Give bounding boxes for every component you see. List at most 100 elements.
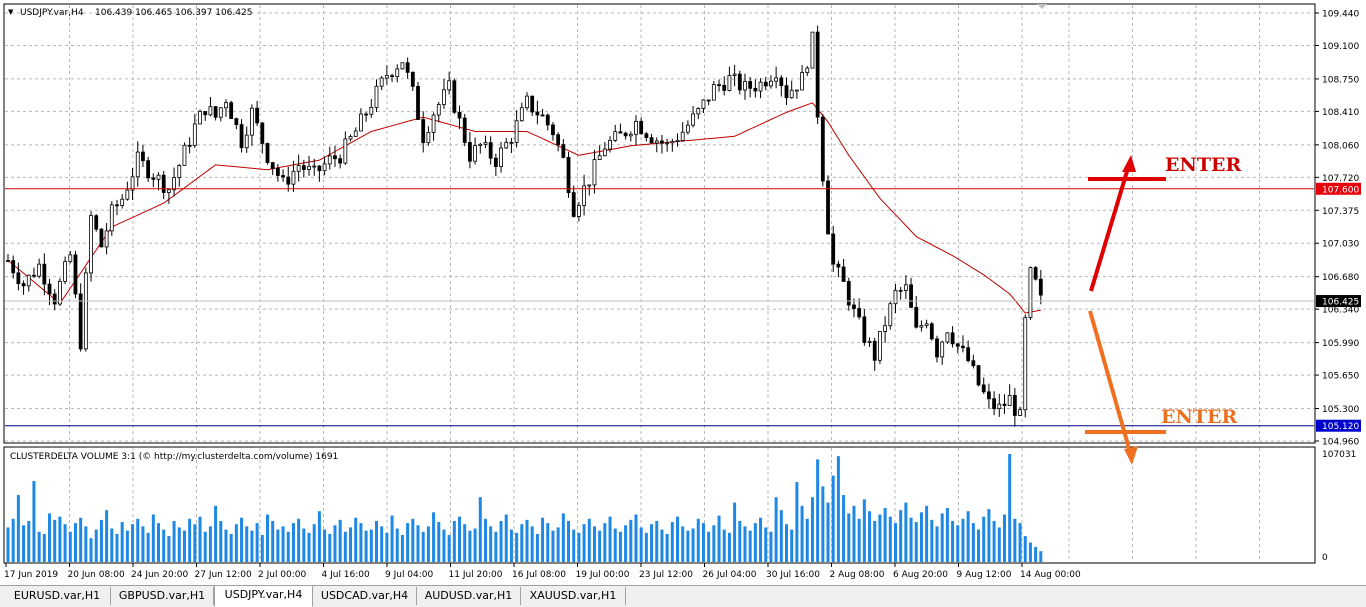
volume-bar — [961, 518, 965, 562]
volume-bar — [509, 529, 513, 562]
tab-gbpusd[interactable]: GBPUSD.var,H1 — [111, 587, 214, 605]
candle-body — [436, 104, 441, 116]
candle-body — [670, 141, 675, 144]
price-tick-label: 105.990 — [1322, 339, 1359, 349]
candle-body — [390, 75, 394, 77]
volume-bar — [390, 515, 394, 562]
candle-body — [826, 180, 830, 235]
current-price-badge — [1316, 295, 1361, 308]
time-tick-label: 26 Jul 04:00 — [703, 570, 757, 580]
volume-bar — [556, 527, 560, 562]
price-tick-label: 108.410 — [1322, 108, 1359, 118]
lower-level-badge-label: 105.120 — [1322, 422, 1359, 432]
candle-body — [462, 117, 467, 143]
candle-body — [187, 144, 192, 147]
volume-panel[interactable] — [3, 446, 1316, 564]
candle-body — [493, 157, 498, 167]
tab-audusd[interactable]: AUDUSD.var,H1 — [417, 587, 521, 605]
volume-bar — [6, 527, 10, 562]
volume-bar — [862, 499, 866, 562]
candle-body — [1038, 278, 1043, 296]
volume-bar — [483, 518, 487, 562]
candle-body — [680, 131, 685, 141]
volume-bar — [141, 526, 145, 562]
volume-bar — [956, 525, 960, 562]
candle-body — [545, 114, 550, 126]
candle-body — [846, 281, 851, 306]
tab-eurusd[interactable]: EURUSD.var,H1 — [4, 587, 111, 605]
candle-body — [717, 84, 721, 87]
candle-body — [457, 111, 462, 119]
candle-body — [37, 263, 42, 277]
price-tick-label: 105.300 — [1322, 405, 1359, 415]
volume-bar — [935, 526, 939, 562]
tab-usdjpy[interactable]: USDJPY.var,H4 — [214, 586, 313, 607]
volume-bar — [84, 526, 88, 562]
volume-bar — [1023, 536, 1027, 562]
volume-bar — [359, 523, 363, 562]
volume-bar — [904, 502, 908, 562]
volume-bar — [831, 475, 835, 562]
volume-bar — [919, 512, 923, 562]
candle-body — [156, 174, 161, 180]
volume-bar — [899, 510, 903, 562]
tab-xauusd[interactable]: XAUUSD.var,H1 — [521, 587, 626, 605]
horizontal-levels[interactable] — [5, 188, 1314, 427]
volume-bar — [727, 532, 731, 562]
volume-bar — [374, 520, 378, 562]
volume-bar — [530, 526, 534, 562]
candle-body — [473, 145, 478, 162]
candle-body — [68, 254, 73, 263]
candle-body — [530, 95, 535, 113]
volume-bar — [354, 517, 358, 562]
upper-entry-annotation[interactable]: ENTER — [1088, 154, 1241, 292]
candle-body — [405, 62, 410, 73]
lower-entry-annotation[interactable]: ENTER — [1085, 310, 1237, 465]
candle-body — [852, 304, 856, 309]
main-chart-panel[interactable] — [3, 3, 1316, 444]
candle-body — [83, 272, 88, 350]
volume-zero-label: 0 — [1322, 553, 1328, 563]
price-tick-label: 107.375 — [1322, 207, 1359, 217]
symbol-label: USDJPY.var,H4 — [20, 8, 84, 18]
symbol-tab-bar: EURUSD.var,H1 GBPUSD.var,H1 USDJPY.var,H… — [0, 585, 1366, 607]
time-tick-label: 30 Jul 16:00 — [766, 570, 820, 580]
candle-body — [519, 107, 524, 122]
volume-bar — [608, 516, 612, 562]
menu-triangle-icon[interactable]: ▼ — [8, 8, 14, 16]
volume-bar — [764, 527, 768, 562]
candle-body — [109, 204, 114, 232]
volume-bar — [53, 519, 57, 562]
candle-body — [893, 289, 898, 305]
volume-bar — [712, 525, 716, 562]
volume-bar — [551, 530, 555, 562]
candle-body — [104, 230, 109, 248]
candle-body — [224, 102, 228, 109]
candle-body — [452, 80, 457, 113]
price-chart[interactable]: 109.440 109.100 108.750 108.410 108.060 107.7… — [0, 0, 1366, 585]
indicator-label: CLUSTERDELTA VOLUME 3:1 (© http://my.clu… — [10, 452, 338, 462]
volume-bar — [182, 530, 186, 562]
candle-body — [701, 99, 706, 109]
candle-body — [623, 132, 628, 137]
candle-body — [644, 133, 649, 138]
tab-usdcad[interactable]: USDCAD.var,H4 — [313, 587, 417, 605]
volume-bar — [951, 520, 955, 562]
candle-body — [343, 138, 348, 164]
volume-bar — [525, 519, 529, 562]
chart-shift-marker-icon[interactable] — [1037, 4, 1047, 9]
volume-bar — [157, 523, 161, 562]
time-tick-label: 11 Jul 20:00 — [449, 570, 503, 580]
candle-body — [478, 143, 483, 146]
volume-bar — [32, 481, 36, 562]
volume-bar — [504, 514, 508, 562]
candle-body — [556, 134, 561, 146]
volume-bar — [696, 518, 700, 562]
volume-bar — [681, 526, 685, 562]
volume-bar — [349, 527, 353, 562]
volume-bar — [893, 523, 897, 562]
candle-body — [270, 162, 275, 169]
volume-bar — [214, 505, 218, 562]
volume-bar — [779, 510, 783, 562]
volume-bar — [328, 533, 332, 562]
